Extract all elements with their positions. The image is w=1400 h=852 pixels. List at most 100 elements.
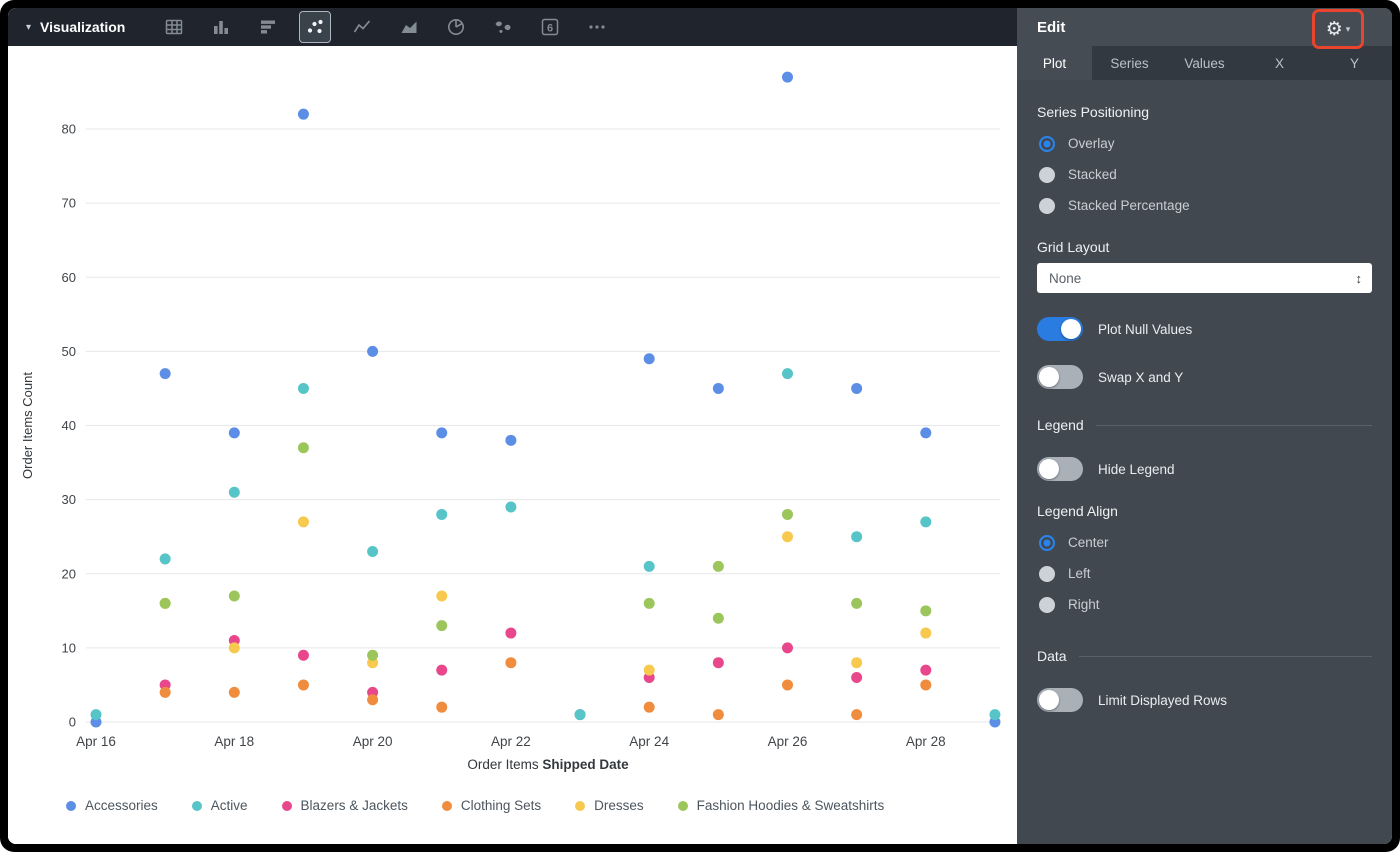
radio-label: Center — [1068, 535, 1109, 550]
radio-icon — [1039, 197, 1055, 214]
legend-item[interactable]: Fashion Hoodies & Sweatshirts — [677, 798, 884, 813]
legend-swatch-icon — [575, 800, 586, 811]
legend-label: Clothing Sets — [460, 798, 542, 813]
svg-text:Apr 18: Apr 18 — [214, 734, 254, 749]
pie-chart-icon[interactable] — [441, 12, 471, 42]
app-window: ▾ Visualization — [8, 8, 1392, 844]
grid-layout-select[interactable]: None ↕ — [1037, 263, 1372, 293]
tab-y[interactable]: Y — [1349, 55, 1359, 71]
toggle-knob — [1061, 319, 1081, 339]
svg-text:20: 20 — [62, 566, 76, 581]
legend-label: Accessories — [85, 798, 158, 813]
svg-text:Apr 16: Apr 16 — [76, 734, 116, 749]
svg-text:Apr 20: Apr 20 — [353, 734, 393, 749]
table-icon[interactable] — [159, 12, 189, 42]
legend-label: Active — [210, 798, 248, 813]
series-positioning-label: Series Positioning — [1037, 104, 1150, 120]
edit-panel-title: Edit — [1037, 18, 1066, 36]
toggle-label: Plot Null Values — [1098, 321, 1193, 337]
radio-icon — [1039, 565, 1055, 582]
hide-legend-row: Hide Legend — [1037, 457, 1372, 481]
radio-icon — [1039, 534, 1055, 551]
svg-text:70: 70 — [62, 196, 76, 211]
toggle-label: Swap X and Y — [1098, 369, 1184, 385]
tab-series[interactable]: Series — [1110, 55, 1149, 71]
bar-chart-icon[interactable] — [253, 12, 283, 42]
toggle-knob — [1039, 690, 1059, 710]
annotation-highlight-box: ⚙ ▾ — [1312, 9, 1364, 49]
tab-values[interactable]: Values — [1184, 55, 1225, 71]
chart-legend: Accessories Active Blazers & Jackets Clothi… — [66, 798, 1009, 813]
svg-text:Apr 22: Apr 22 — [491, 734, 531, 749]
limit-displayed-rows-toggle[interactable] — [1037, 688, 1083, 712]
data-section-header: Data — [1037, 648, 1372, 664]
radio-label: Right — [1068, 597, 1100, 612]
tab-x[interactable]: X — [1274, 55, 1284, 71]
svg-text:6: 6 — [547, 22, 553, 34]
legend-item[interactable]: Blazers & Jackets — [281, 798, 408, 813]
legend-swatch-icon — [677, 800, 688, 811]
edit-panel-body: Series Positioning Overlay Stacked Stack… — [1017, 80, 1392, 712]
plot-null-values-row: Plot Null Values — [1037, 317, 1372, 341]
legend-item[interactable]: Accessories — [66, 798, 158, 813]
line-chart-icon[interactable] — [347, 12, 377, 42]
svg-text:0: 0 — [69, 715, 76, 730]
gear-caret-icon[interactable]: ▾ — [1345, 23, 1351, 34]
collapse-caret-icon: ▾ — [26, 21, 32, 33]
limit-displayed-rows-row: Limit Displayed Rows — [1037, 688, 1372, 712]
legend-swatch-icon — [281, 800, 292, 811]
tab-plot[interactable]: Plot — [1017, 46, 1092, 80]
area-chart-icon[interactable] — [394, 12, 424, 42]
radio-label: Left — [1068, 566, 1091, 581]
legend-item[interactable]: Dresses — [575, 798, 644, 813]
visualization-section-header[interactable]: ▾ Visualization — [26, 19, 125, 35]
legend-label: Dresses — [594, 798, 644, 813]
plot-null-values-toggle[interactable] — [1037, 317, 1083, 341]
radio-option-right[interactable]: Right — [1037, 589, 1372, 620]
radio-option-stacked[interactable]: Stacked — [1037, 159, 1372, 190]
single-value-icon[interactable]: 6 — [535, 12, 565, 42]
grid-layout-value: None — [1049, 270, 1082, 286]
svg-text:80: 80 — [62, 122, 76, 137]
radio-icon — [1039, 596, 1055, 613]
toggle-label: Limit Displayed Rows — [1098, 692, 1228, 708]
gear-icon[interactable]: ⚙ — [1325, 18, 1343, 40]
radio-option-left[interactable]: Left — [1037, 558, 1372, 589]
svg-text:30: 30 — [62, 492, 76, 507]
visualization-pane: ▾ Visualization — [8, 8, 1017, 844]
radio-option-center[interactable]: Center — [1037, 527, 1372, 558]
grid-layout-label: Grid Layout — [1037, 239, 1110, 255]
radio-option-overlay[interactable]: Overlay — [1037, 128, 1372, 159]
swap-x-y-toggle[interactable] — [1037, 365, 1083, 389]
radio-label: Stacked Percentage — [1068, 198, 1190, 213]
scatter-chart-canvas: 0 10 20 30 40 50 60 70 80 Apr 16 Apr 18 Apr 20 Apr 2… — [20, 71, 1001, 772]
hide-legend-toggle[interactable] — [1037, 457, 1083, 481]
legend-item[interactable]: Clothing Sets — [441, 798, 542, 813]
radio-option-stacked-percentage[interactable]: Stacked Percentage — [1037, 190, 1372, 221]
visualization-title: Visualization — [40, 19, 126, 35]
svg-text:Apr 24: Apr 24 — [629, 734, 669, 749]
svg-text:10: 10 — [62, 640, 76, 655]
radio-label: Overlay — [1068, 136, 1115, 151]
visualization-toolbar: ▾ Visualization — [8, 8, 1017, 46]
section-label: Legend — [1037, 417, 1084, 433]
svg-text:40: 40 — [62, 418, 76, 433]
toggle-label: Hide Legend — [1098, 461, 1175, 477]
more-options-icon[interactable] — [582, 12, 612, 42]
radio-label: Stacked — [1068, 167, 1117, 182]
legend-align-label: Legend Align — [1037, 503, 1118, 519]
legend-label: Blazers & Jackets — [300, 798, 408, 813]
map-icon[interactable] — [488, 12, 518, 42]
legend-section-header: Legend — [1037, 417, 1372, 433]
svg-text:60: 60 — [62, 270, 76, 285]
svg-text:Order Items Count: Order Items Count — [20, 372, 35, 479]
edit-panel-header: Edit ⚙ ▾ — [1017, 8, 1392, 49]
legend-swatch-icon — [191, 800, 202, 811]
column-chart-icon[interactable] — [206, 12, 236, 42]
svg-text:Apr 26: Apr 26 — [768, 734, 808, 749]
edit-panel: Edit ⚙ ▾ Plot Series Values X Y Series P… — [1017, 8, 1392, 844]
scatter-chart-icon[interactable] — [299, 11, 332, 43]
svg-text:Order Items Shipped Date: Order Items Shipped Date — [467, 757, 629, 772]
legend-item[interactable]: Active — [191, 798, 248, 813]
